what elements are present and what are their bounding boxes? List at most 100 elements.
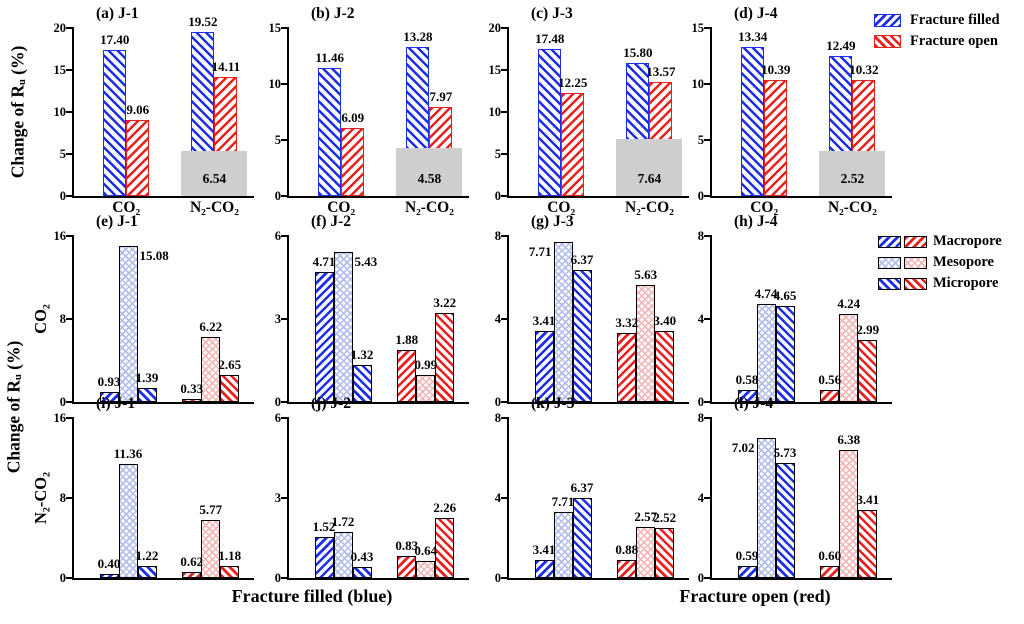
panel-title-k: (k) J-3 [531,395,575,412]
y-tick-label: 15 [53,63,67,77]
subplot-j: (j) J-2 0 3 6 1.52 1.72 0.43 0.83 0.64 2.26 [275,395,469,585]
bar-value-label: 11.46 [315,49,344,65]
y-tick-label: 0 [274,571,281,585]
bar-l-open-macro [820,566,840,578]
y-tick-mark [281,235,289,237]
bar-f-filled-micro [352,365,372,402]
bar-g-open-macro [617,333,637,402]
bar-k-filled-macro [534,560,554,578]
bar-c-CO₂-filled [538,49,562,196]
y-tick-label: 0 [274,189,281,203]
bar-value-label: 0.93 [97,374,121,390]
y-tick-mark [66,497,74,499]
bar-value-label: 2.57 [634,508,658,524]
y-tick-label: 10 [691,77,705,91]
bar-value-label: 5.73 [773,445,797,461]
bar-value-label: 2.26 [433,499,457,515]
bar-value-label: 4.74 [754,285,778,301]
bar-j-filled-meso [333,532,353,578]
legend-row-fracture-open: Fracture open [874,33,1000,50]
x-axis-label-fracture-open: Fracture open (red) [679,586,831,606]
bar-g-filled-meso [553,242,573,402]
bar-value-label: 1.32 [350,347,374,363]
y-tick-label: 0 [697,395,704,409]
y-tick-label: 0 [494,189,501,203]
bar-value-label: 15.08 [139,247,169,263]
bar-value-label: 3.32 [615,315,639,331]
bar-value-label: 13.34 [738,28,768,44]
y-tick-label: 20 [488,21,502,35]
bar-value-label: 4.65 [773,287,797,303]
bar-value-label: 1.39 [135,369,159,385]
x-tick-label: N₂-CO₂ [189,199,239,216]
bar-i-open-meso [201,520,221,578]
y-tick-label: 4 [494,312,501,326]
y-tick-label: 6 [274,229,281,243]
y-tick-mark [66,153,74,155]
bar-value-label: 14.11 [211,59,241,75]
panel-title-g: (g) J-3 [531,213,574,230]
macropore-red-swatch-icon [904,235,927,248]
bar-e-filled-micro [137,387,157,402]
bar-i-filled-micro [137,565,157,578]
x-axis-label-fracture-filled: Fracture filled (blue) [231,586,393,606]
bar-value-label: 17.40 [100,31,130,47]
bar-j-filled-macro [314,537,334,578]
bar-a-CO₂-filled [103,49,127,196]
y-tick-label: 3 [274,312,281,326]
legend-fracture: Fracture filled Fracture open [874,12,1000,54]
legend-row-macropore: Macropore [878,233,1002,250]
bar-value-label: 6.37 [570,251,594,267]
panel-title-c: (c) J-3 [531,5,573,22]
bar-value-label: 0.88 [615,542,639,558]
y-tick-mark [66,195,74,197]
legend-label-fracture-open: Fracture open [910,33,998,49]
fracture-filled-swatch-icon [874,14,901,27]
y-tick-label: 0 [697,571,704,585]
mesopore-red-swatch-icon [904,256,927,269]
bar-b-CO₂-open [341,127,365,196]
bar-value-label: 4.71 [312,253,336,269]
bar-value-label: 0.60 [818,548,842,563]
y-tick-label: 0 [697,189,704,203]
bar-value-label: 4.24 [837,296,861,312]
bar-value-label: 1.22 [135,547,159,563]
x-tick-label: CO₂ [112,199,141,216]
bar-a-CO₂-open [126,119,150,196]
bar-value-label: 6.38 [837,432,861,448]
y-tick-mark [704,497,712,499]
gray-overlay-box: 2.52 [819,151,886,196]
y-tick-mark [281,577,289,579]
y-tick-mark [704,318,712,320]
x-tick-label: N₂-CO₂ [404,199,454,216]
y-tick-label: 10 [488,105,502,119]
subplot-a: (a) J-1 0 5 10 15 20 17.40 9.06 CO₂ 19.52 14.11 6.5… [54,5,254,216]
y-tick-label: 15 [488,63,502,77]
gray-overlay-box: 7.64 [616,138,683,196]
bar-g-open-meso [636,285,656,402]
y-tick-mark [501,195,509,197]
bar-d-CO₂-filled [741,46,765,196]
y-tick-mark [281,195,289,197]
y-tick-mark [66,27,74,29]
macropore-blue-swatch-icon [878,235,901,248]
bar-e-open-meso [201,337,221,402]
y-tick-mark [501,401,509,403]
bar-e-filled-macro [99,392,119,402]
y-tick-mark [66,69,74,71]
y-tick-label: 8 [494,411,501,425]
gray-box-value-label: 7.64 [637,171,662,186]
bar-value-label: 3.22 [433,294,457,310]
y-tick-mark [704,417,712,419]
subplot-b: (b) J-2 0 5 10 15 11.46 6.09 CO₂ 13.28 7.97 4.58 N₂… [269,5,469,216]
gray-overlay-box: 4.58 [396,147,463,196]
y-tick-mark [704,27,712,29]
y-tick-mark [66,318,74,320]
micropore-red-swatch-icon [904,277,927,290]
bar-l-open-micro [858,509,878,578]
gray-box-value-label: 6.54 [202,171,227,186]
y-tick-label: 15 [691,21,705,35]
y-tick-mark [66,577,74,579]
y-tick-label: 4 [697,491,704,505]
bar-g-open-micro [655,331,675,402]
